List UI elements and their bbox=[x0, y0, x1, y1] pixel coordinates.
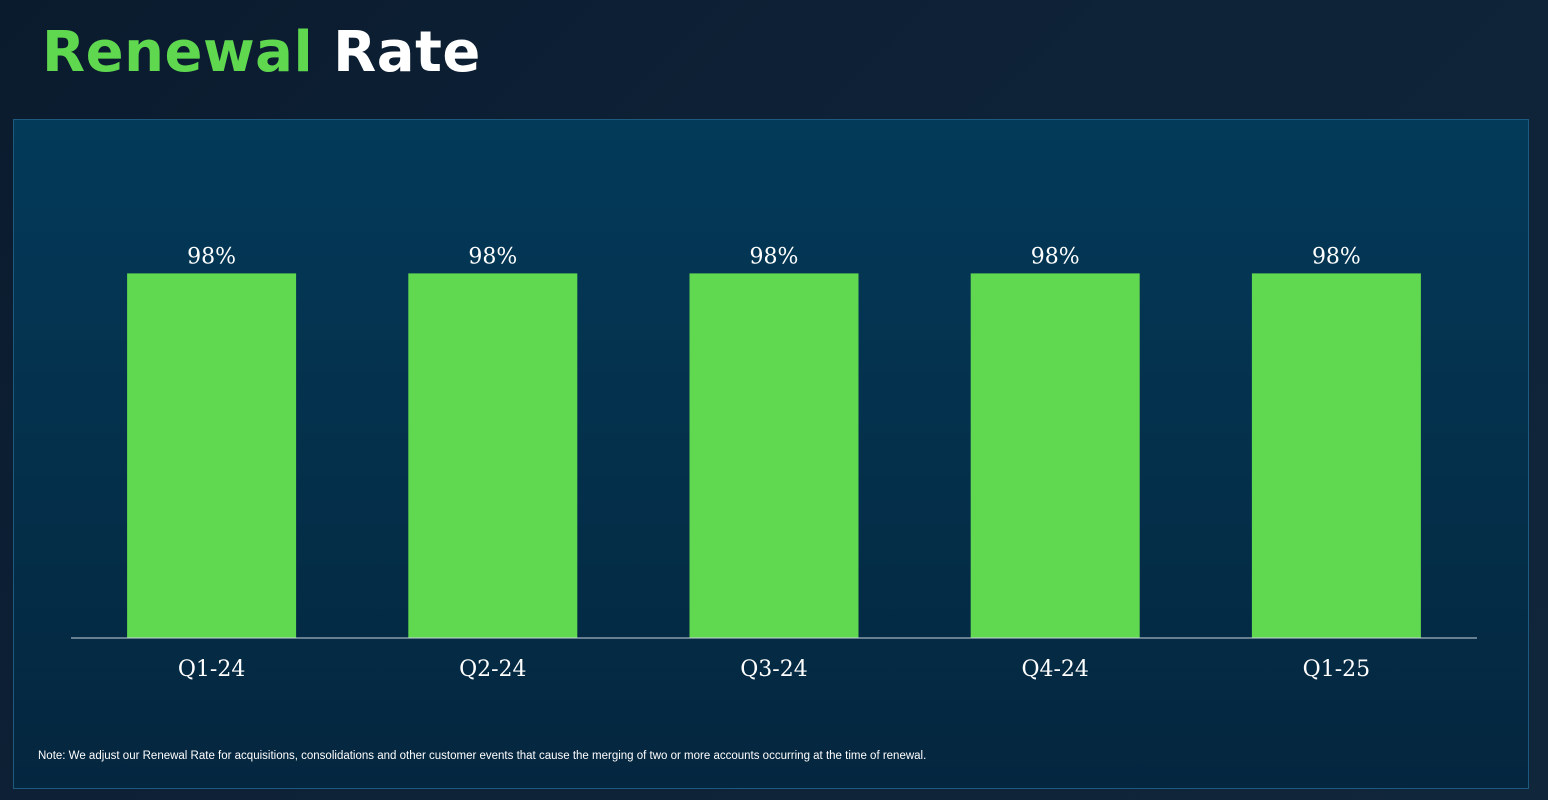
bar-q2-24 bbox=[408, 273, 578, 638]
bar-chart: 98% Q1-24 98% Q2-24 98% Q3-24 98% Q4-24 98% Q1-25 bbox=[71, 244, 1477, 682]
title-accent-word: Renewal bbox=[42, 20, 314, 85]
x-tick-label-q1-25: Q1-25 bbox=[1303, 657, 1370, 682]
x-tick-label-q3-24: Q3-24 bbox=[740, 657, 807, 682]
title-rest-word: Rate bbox=[333, 20, 481, 85]
bar-q3-24 bbox=[689, 273, 859, 638]
chart-panel: 98% Q1-24 98% Q2-24 98% Q3-24 98% Q4-24 98% Q1-25… bbox=[13, 119, 1529, 789]
data-label-q1-24: 98% bbox=[187, 244, 236, 269]
x-tick-label-q1-24: Q1-24 bbox=[178, 657, 245, 682]
bar-q1-24 bbox=[127, 273, 297, 638]
data-label-q2-24: 98% bbox=[468, 244, 517, 269]
bar-q1-25 bbox=[1251, 273, 1421, 638]
data-label-q4-24: 98% bbox=[1031, 244, 1080, 269]
x-tick-label-q2-24: Q2-24 bbox=[459, 657, 526, 682]
page-title: Renewal Rate bbox=[42, 18, 481, 88]
data-label-q3-24: 98% bbox=[750, 244, 799, 269]
footnote: Note: We adjust our Renewal Rate for acq… bbox=[38, 750, 927, 762]
x-tick-label-q4-24: Q4-24 bbox=[1021, 657, 1088, 682]
bar-q4-24 bbox=[970, 273, 1140, 638]
data-label-q1-25: 98% bbox=[1312, 244, 1361, 269]
